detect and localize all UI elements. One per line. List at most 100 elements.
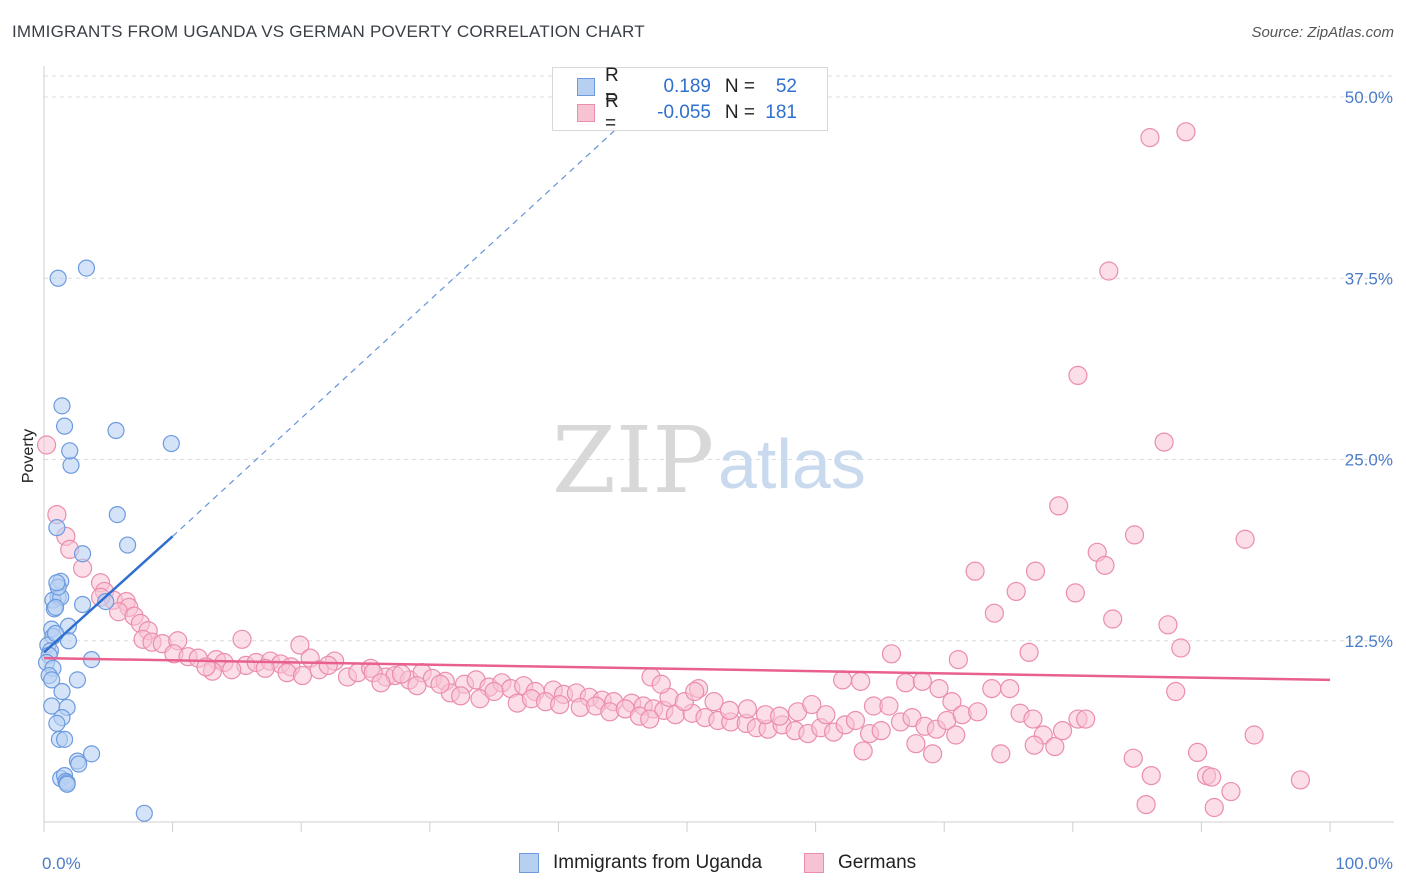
data-point-uganda <box>77 259 96 277</box>
legend-swatch-germans <box>577 104 595 122</box>
data-point-germans <box>36 435 57 455</box>
data-point-germans <box>451 686 471 706</box>
legend-swatch-uganda <box>519 853 539 873</box>
data-point-germans <box>196 657 216 677</box>
data-point-germans <box>1049 496 1069 516</box>
data-point-germans <box>845 710 866 731</box>
data-point-germans <box>1095 555 1115 575</box>
data-point-germans <box>1045 736 1065 757</box>
data-point-uganda <box>46 624 65 643</box>
trend-line-uganda <box>43 535 174 654</box>
data-point-uganda <box>68 671 87 689</box>
watermark-zip: ZIP <box>552 407 714 514</box>
y-tick-label: 12.5% <box>1345 632 1393 651</box>
data-point-germans <box>1103 609 1123 629</box>
data-point-germans <box>923 744 943 764</box>
data-point-germans <box>1166 681 1186 702</box>
y-axis-label: Poverty <box>20 429 37 483</box>
source-credit: Source: ZipAtlas.com <box>1251 24 1394 41</box>
data-point-germans <box>912 671 932 691</box>
data-point-uganda <box>58 775 76 793</box>
data-point-germans <box>550 694 570 715</box>
data-point-uganda <box>48 574 66 592</box>
data-point-germans <box>1025 561 1046 581</box>
x-tick-label: 0.0% <box>42 854 81 873</box>
series-uganda <box>37 259 180 822</box>
data-point-uganda <box>55 417 74 435</box>
data-point-germans <box>871 721 891 741</box>
legend-r-value: -0.055 <box>657 102 711 123</box>
data-point-germans <box>1024 735 1044 755</box>
y-tick-label: 50.0% <box>1345 88 1393 107</box>
data-point-germans <box>1221 781 1241 802</box>
data-point-uganda <box>53 682 71 701</box>
data-point-germans <box>1052 721 1073 741</box>
watermark: ZIP atlas <box>552 407 866 514</box>
data-point-germans <box>1187 742 1208 763</box>
legend-row-germans: R = -0.055 N = 181 <box>577 91 797 134</box>
data-point-germans <box>685 681 705 702</box>
data-point-germans <box>737 699 758 719</box>
data-point-uganda <box>118 536 137 554</box>
legend-item-uganda[interactable]: Immigrants from Uganda <box>519 852 762 874</box>
data-point-germans <box>833 670 853 690</box>
legend-n-value: 52 <box>775 76 797 97</box>
data-point-germans <box>769 706 790 726</box>
data-point-germans <box>1244 725 1264 745</box>
data-point-uganda <box>62 456 80 474</box>
data-point-germans <box>965 561 985 581</box>
data-point-uganda <box>70 755 88 773</box>
y-tick-label: 25.0% <box>1345 451 1393 470</box>
legend-r-label: R = <box>605 65 619 108</box>
x-tick-label: 100.0% <box>1335 854 1393 873</box>
data-point-uganda <box>53 397 71 415</box>
y-tick-label: 37.5% <box>1345 269 1393 288</box>
data-point-germans <box>640 709 660 729</box>
correlation-legend: R = 0.189 N = 52 R = -0.055 N = 181 <box>552 65 828 134</box>
data-point-germans <box>1124 525 1145 545</box>
data-point-germans <box>1158 615 1178 635</box>
tick-labels: 12.5% 25.0% 37.5% 50.0% 0.0% 100.0% <box>42 88 1393 873</box>
data-point-germans <box>946 725 966 745</box>
data-point-germans <box>290 635 310 655</box>
data-point-germans <box>1204 797 1224 818</box>
data-point-germans <box>851 671 871 691</box>
chart-title: IMMIGRANTS FROM UGANDA VS GERMAN POVERTY… <box>12 22 645 41</box>
data-point-germans <box>906 734 926 754</box>
data-point-germans <box>371 673 391 693</box>
data-point-germans <box>1154 432 1174 452</box>
data-point-uganda <box>49 269 67 287</box>
data-point-germans <box>704 692 724 712</box>
legend-n-value: 181 <box>765 102 797 123</box>
watermark-atlas: atlas <box>718 425 866 503</box>
data-point-uganda <box>108 505 126 524</box>
legend-item-germans[interactable]: Germans <box>804 852 916 874</box>
data-point-germans <box>942 692 962 712</box>
data-point-germans <box>1136 794 1156 815</box>
data-point-germans <box>407 676 427 696</box>
data-point-germans <box>1006 581 1026 602</box>
data-point-uganda <box>43 671 61 689</box>
data-point-germans <box>984 603 1004 623</box>
data-point-germans <box>879 696 899 716</box>
data-point-germans <box>484 681 504 702</box>
legend-n-label: N = <box>724 102 755 123</box>
data-point-uganda <box>107 421 125 440</box>
data-point-uganda <box>73 595 92 614</box>
legend-label-germans: Germans <box>838 852 917 873</box>
data-point-germans <box>1076 709 1096 729</box>
data-point-germans <box>1023 709 1043 729</box>
data-point-germans <box>1290 770 1311 790</box>
grid-lines <box>44 75 1394 642</box>
data-point-germans <box>816 705 836 725</box>
data-point-uganda <box>46 598 65 617</box>
data-point-uganda <box>48 519 66 537</box>
data-point-germans <box>1000 678 1020 699</box>
data-point-germans <box>1235 529 1255 549</box>
trend-lines <box>43 122 1331 682</box>
data-point-germans <box>292 665 313 686</box>
legend-label-uganda: Immigrants from Uganda <box>553 852 763 873</box>
data-point-germans <box>1140 128 1160 148</box>
data-point-germans <box>651 674 671 694</box>
legend-swatch-germans <box>804 853 824 873</box>
